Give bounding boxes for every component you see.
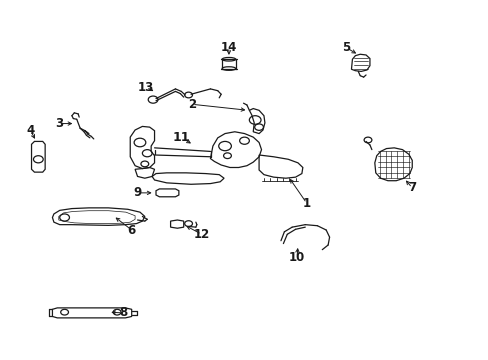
Text: 13: 13 <box>138 81 154 94</box>
Text: 7: 7 <box>407 181 415 194</box>
Text: 2: 2 <box>187 98 196 111</box>
Text: 4: 4 <box>26 124 35 137</box>
Text: 1: 1 <box>302 197 310 210</box>
Text: 10: 10 <box>288 251 305 264</box>
Text: 3: 3 <box>56 117 63 130</box>
Text: 14: 14 <box>220 41 237 54</box>
Text: 12: 12 <box>193 228 209 241</box>
Text: 11: 11 <box>172 131 190 144</box>
Text: 5: 5 <box>342 41 350 54</box>
Text: 8: 8 <box>119 306 127 319</box>
Text: 9: 9 <box>133 186 142 199</box>
Text: 6: 6 <box>127 224 136 237</box>
